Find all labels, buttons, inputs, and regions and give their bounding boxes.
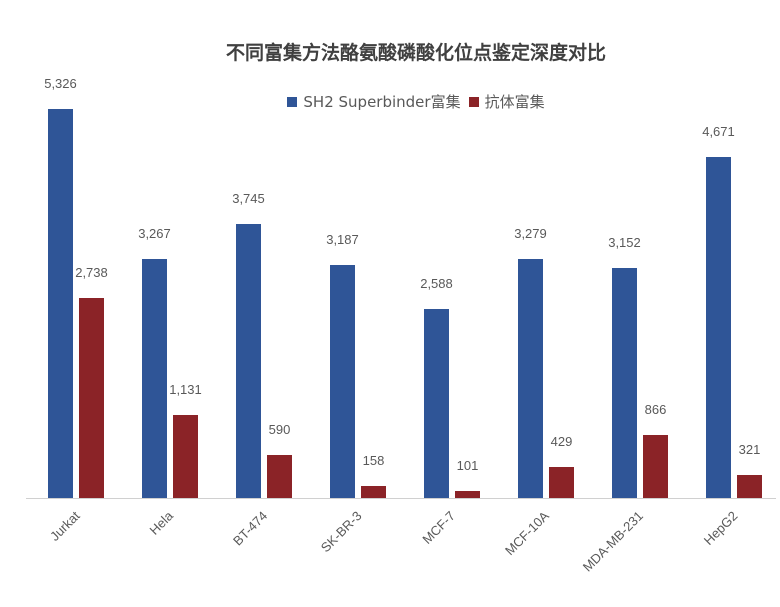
- legend-swatch-sh2: [287, 96, 298, 107]
- bar-antibody-jurkat: [79, 298, 104, 498]
- x-tick-label: HepG2: [700, 508, 741, 548]
- data-label: 3,745: [232, 191, 265, 206]
- bar-sh2-sk-br-3: [330, 265, 355, 498]
- x-tick-label: MDA-MB-231: [579, 508, 647, 575]
- legend-label-sh2: SH2 Superbinder富集: [303, 93, 461, 111]
- data-label: 3,152: [608, 235, 641, 250]
- x-tick-label: MCF-10A: [501, 508, 552, 559]
- bar-antibody-sk-br-3: [361, 486, 386, 498]
- x-tick-label: Hela: [146, 508, 177, 538]
- chart-title: 不同富集方法酪氨酸磷酸化位点鉴定深度对比: [225, 42, 606, 64]
- bar-antibody-bt-474: [267, 455, 292, 498]
- data-label: 158: [362, 453, 385, 468]
- x-tick-label: BT-474: [229, 508, 271, 549]
- x-tick-label: SK-BR-3: [317, 508, 365, 556]
- bar-sh2-bt-474: [236, 224, 261, 498]
- bar-sh2-mcf-7: [424, 309, 449, 498]
- legend-swatch-antibody: [468, 96, 479, 107]
- bar-sh2-hepg2: [706, 157, 731, 498]
- legend-item-antibody: 抗体富集: [468, 91, 545, 112]
- bar-antibody-mda-mb-231: [643, 435, 668, 498]
- x-tick-label: MCF-7: [419, 508, 459, 547]
- legend-label-antibody: 抗体富集: [484, 93, 545, 111]
- data-label: 1,131: [169, 382, 202, 397]
- data-label: 2,588: [420, 276, 453, 291]
- bar-sh2-hela: [142, 259, 167, 498]
- data-label: 429: [550, 434, 573, 449]
- bar-antibody-mcf-7: [455, 491, 480, 498]
- data-label: 3,267: [138, 226, 171, 241]
- data-label: 5,326: [44, 76, 77, 91]
- data-label: 321: [738, 442, 761, 457]
- x-axis-line: [26, 498, 776, 499]
- data-label: 4,671: [702, 124, 735, 139]
- data-label: 590: [268, 422, 291, 437]
- bar-sh2-mcf-10a: [518, 259, 543, 498]
- data-label: 2,738: [75, 265, 108, 280]
- data-label: 101: [456, 458, 479, 473]
- x-tick-label: Jurkat: [47, 508, 83, 544]
- legend-item-sh2: SH2 Superbinder富集: [287, 91, 461, 112]
- bar-antibody-hela: [173, 415, 198, 498]
- bar-sh2-mda-mb-231: [612, 268, 637, 498]
- data-label: 3,187: [326, 232, 359, 247]
- bar-sh2-jurkat: [48, 109, 73, 498]
- data-label: 866: [644, 402, 667, 417]
- bar-antibody-hepg2: [737, 475, 762, 498]
- legend: SH2 Superbinder富集 抗体富集: [0, 91, 780, 112]
- data-label: 3,279: [514, 226, 547, 241]
- bar-antibody-mcf-10a: [549, 467, 574, 498]
